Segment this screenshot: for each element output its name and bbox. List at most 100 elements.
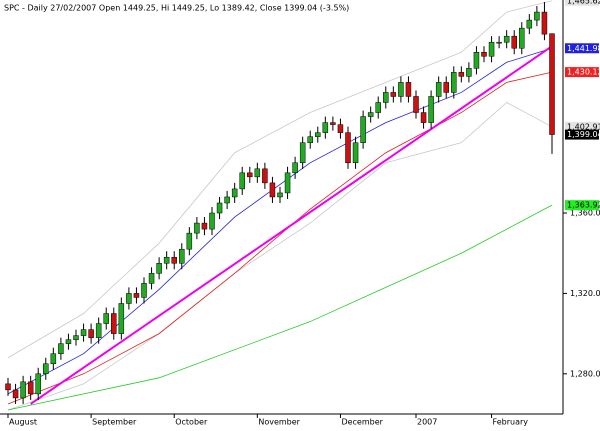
candle-body — [330, 122, 336, 125]
price-tag-label: 1,430.12 — [567, 68, 600, 77]
candle-body — [254, 168, 261, 178]
candle-body — [284, 172, 291, 194]
candle-body — [360, 116, 366, 143]
price-tag-label: 1,399.04 — [567, 130, 600, 139]
candle-body — [163, 256, 170, 264]
candle-body — [35, 373, 41, 395]
candle-body — [383, 92, 389, 103]
indicator-line — [7, 204, 553, 411]
candle-body — [231, 188, 238, 198]
candle-body — [503, 35, 510, 43]
candle-body — [413, 96, 419, 113]
candle-body — [451, 72, 457, 93]
candle-body — [549, 33, 555, 135]
candle-body — [481, 52, 487, 57]
candle-body — [118, 303, 125, 334]
candle-body — [201, 222, 208, 230]
candle-body — [519, 27, 525, 49]
x-tick-label: February — [493, 418, 529, 427]
price-tag-label: 1,402.91 — [567, 122, 600, 131]
candle-body — [262, 168, 268, 184]
candle-body — [103, 313, 109, 324]
x-tick-label: November — [258, 418, 300, 427]
candle-body — [443, 82, 449, 93]
candle-body — [179, 248, 185, 264]
indicator-line — [7, 0, 553, 359]
candle-body — [292, 162, 298, 174]
price-tag — [565, 200, 599, 211]
candle-body — [12, 389, 19, 399]
candle-body — [95, 323, 102, 338]
candle-body — [5, 383, 11, 391]
price-tag — [565, 0, 599, 6]
candle-body — [534, 11, 540, 21]
candle-body — [337, 124, 344, 133]
chart-title: SPC - Daily 27/02/2007 Open 1449.25, Hi … — [4, 4, 349, 13]
x-tick-label: December — [341, 418, 383, 427]
x-tick-label: October — [175, 418, 208, 427]
price-tag-label: 1,465.62 — [567, 0, 600, 5]
candle-body — [88, 329, 94, 338]
candle-body — [156, 263, 162, 274]
candle-body — [367, 112, 374, 117]
indicator-line — [7, 47, 553, 395]
candle-body — [345, 132, 351, 164]
candle-body — [20, 381, 26, 399]
x-tick-label: 2007 — [417, 418, 437, 427]
candle-body — [428, 96, 434, 123]
y-tick-label: 1,360.0 — [570, 209, 600, 218]
price-tag-label: 1,363.92 — [567, 201, 600, 210]
candle-body — [458, 72, 465, 77]
price-tag — [565, 121, 599, 132]
candle-body — [488, 41, 495, 57]
candle-body — [171, 256, 177, 264]
candle-body — [496, 41, 502, 44]
candle-body — [466, 68, 472, 77]
candle-body — [526, 19, 533, 29]
candle-body — [194, 222, 200, 234]
candle-body — [186, 232, 193, 250]
candle-body — [141, 283, 147, 298]
candle-body — [50, 353, 57, 365]
candle-body — [73, 335, 79, 340]
candle-body — [247, 172, 253, 178]
candle-body — [420, 112, 427, 123]
candle-body — [269, 182, 276, 198]
price-tag — [565, 129, 599, 140]
candle-body — [111, 313, 117, 334]
candle-body — [375, 102, 381, 113]
candle-body — [148, 273, 155, 284]
price-tag — [565, 43, 599, 54]
candle-body — [405, 82, 412, 97]
x-tick-label: August — [9, 418, 37, 427]
candle-body — [352, 142, 359, 164]
candle-body — [65, 339, 72, 344]
candle-body — [58, 343, 64, 354]
candle-body — [435, 82, 442, 97]
candle-body — [307, 136, 313, 143]
price-tag-label: 1,441.98 — [567, 44, 600, 53]
candle-body — [398, 82, 404, 97]
candle-body — [299, 142, 306, 164]
candle-body — [239, 172, 245, 190]
indicator-line — [30, 45, 553, 405]
indicator-line — [7, 102, 553, 411]
candle-body — [322, 122, 329, 133]
price-tag — [565, 67, 599, 78]
candle-body — [80, 329, 87, 336]
candle-body — [277, 192, 283, 198]
candle-body — [224, 196, 230, 204]
y-tick-label: 1,320.0 — [570, 289, 600, 298]
candle-body — [209, 212, 215, 230]
candle-body — [133, 293, 140, 298]
candle-body — [43, 363, 49, 375]
candle-body — [473, 52, 480, 69]
candle-body — [216, 202, 223, 214]
candle-body — [511, 35, 517, 49]
y-tick-label: 1,280.0 — [570, 369, 600, 378]
x-tick-label: September — [92, 418, 137, 427]
candle-body — [315, 132, 321, 137]
candle-body — [27, 381, 34, 395]
